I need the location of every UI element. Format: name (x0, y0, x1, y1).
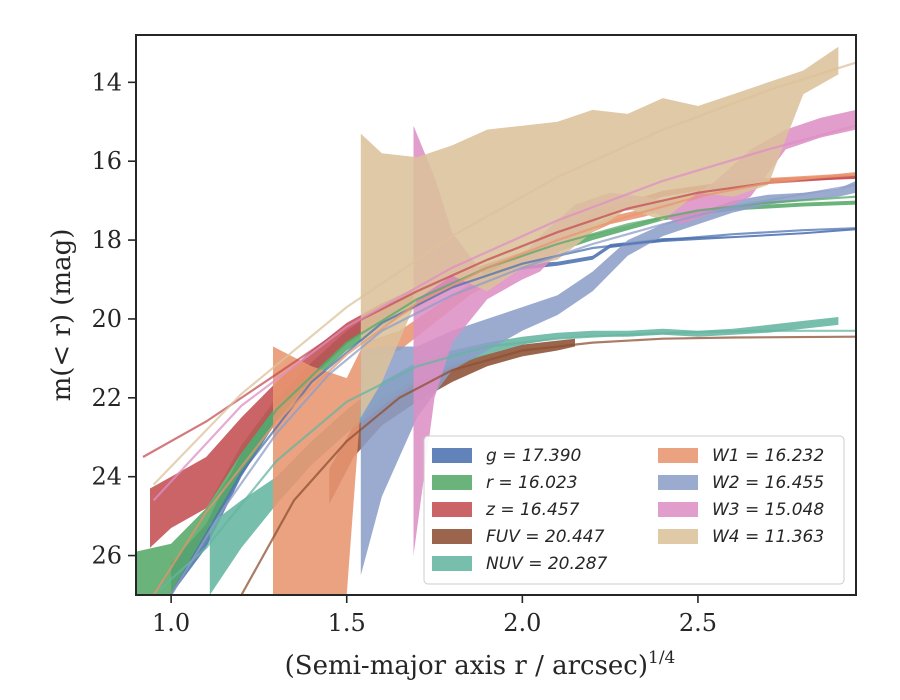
legend-label: FUV = 20.447 (486, 527, 605, 547)
x-axis-label-exponent: 1/4 (648, 648, 675, 668)
x-axis-ticks: 1.0 1.5 2.0 2.5 (152, 595, 717, 637)
band-series-6 (360, 180, 856, 576)
fit-line-series-7 (152, 124, 856, 502)
y-axis-ticks: 14 16 18 20 22 24 26 (91, 68, 136, 570)
fit-line-series-4 (152, 329, 856, 595)
y-tick-label: 22 (91, 384, 122, 412)
legend-frame (423, 435, 845, 585)
data-bands (136, 46, 856, 595)
fit-curves (142, 61, 856, 595)
x-tick-label: 2.5 (679, 609, 717, 637)
x-tick-label: 1.0 (152, 609, 190, 637)
legend-label: z = 16.457 (485, 500, 580, 520)
y-tick-label: 20 (91, 305, 122, 333)
fit-line-series-3 (240, 335, 856, 595)
legend: g = 17.390 r = 16.023 z = 16.457 FUV = 20.4… (423, 435, 845, 585)
plot-frame (135, 34, 857, 596)
legend-swatch (432, 448, 472, 463)
legend-swatch (658, 529, 698, 544)
legend-label: W4 = 11.363 (712, 527, 824, 547)
legend-swatch (432, 556, 472, 571)
fit-line-series-0 (170, 227, 856, 595)
fit-line-series-2 (142, 175, 856, 458)
legend-swatch (432, 475, 472, 490)
fit-line-series-6 (170, 183, 856, 595)
y-tick-label: 16 (91, 147, 122, 175)
fit-line-series-5 (152, 171, 856, 595)
legend-label: W2 = 16.455 (712, 473, 824, 493)
band-series-5 (273, 173, 856, 595)
legend-swatch (432, 529, 472, 544)
x-tick-label: 1.5 (328, 609, 366, 637)
y-tick-label: 14 (91, 68, 122, 96)
legend-label: NUV = 20.287 (486, 554, 608, 574)
legend-label: W1 = 16.232 (712, 446, 824, 466)
legend-label: r = 16.023 (486, 473, 578, 493)
x-tick-label: 2.0 (503, 609, 541, 637)
y-tick-label: 24 (91, 463, 122, 491)
legend-label: W3 = 15.048 (712, 500, 824, 520)
legend-swatch (658, 448, 698, 463)
y-axis-label: m(< r) (mag) (47, 229, 77, 402)
legend-label: g = 17.390 (486, 446, 581, 466)
band-series-8 (360, 46, 839, 418)
legend-swatch (658, 502, 698, 517)
legend-swatch (432, 502, 472, 517)
legend-swatch (658, 475, 698, 490)
fit-line-series-8 (152, 61, 856, 486)
y-tick-label: 26 (91, 542, 122, 570)
y-tick-label: 18 (91, 226, 122, 254)
x-axis-label: (Semi-major axis r / arcsec)1/4 (285, 648, 676, 681)
